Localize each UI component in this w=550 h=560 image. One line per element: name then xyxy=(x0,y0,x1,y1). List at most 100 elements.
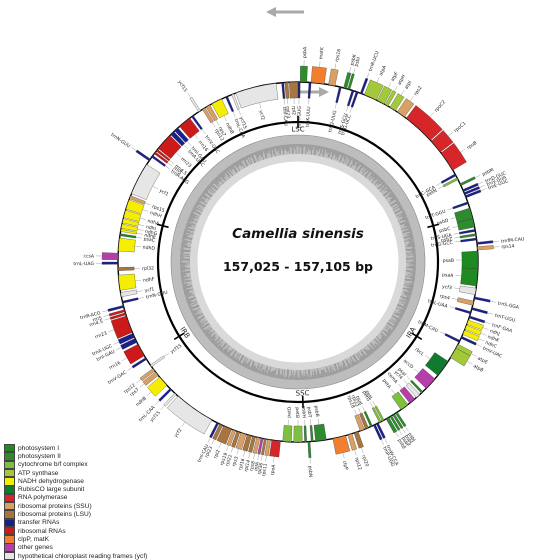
gene-leader-line xyxy=(147,392,151,396)
gene-rps14 xyxy=(477,245,493,250)
gene-trnI-CAU xyxy=(282,83,285,99)
gene-leader-line xyxy=(405,426,408,431)
legend-label: ribosomal RNAs xyxy=(18,528,66,535)
legend-item: other genes xyxy=(4,544,174,552)
gene-label: ycf3 xyxy=(442,284,453,292)
gene-leader-line xyxy=(187,141,191,145)
legend-label: hypothetical chloroplast reading frames … xyxy=(18,553,147,560)
gene-leader-line xyxy=(253,453,254,459)
legend-item: transfer RNAs xyxy=(4,519,174,527)
gene-trnfM-CAU xyxy=(477,241,493,245)
gene-leader-line xyxy=(471,354,476,357)
gene-leader-line xyxy=(490,301,496,302)
gene-trnT-GGU xyxy=(453,202,469,209)
gene-psaC xyxy=(120,234,136,238)
legend-label: photosystem I xyxy=(18,445,59,452)
gene-leader-line xyxy=(394,86,397,91)
gene-leader-line xyxy=(219,442,221,448)
gene-leader-line xyxy=(335,103,336,109)
gene-label: trnV-GAC xyxy=(107,370,128,386)
gene-leader-line xyxy=(483,328,489,330)
gene-leader-line xyxy=(114,342,119,344)
gene-leader-line xyxy=(105,318,111,320)
gene-label: trnQ-UUG xyxy=(327,109,338,132)
gene-leader-line xyxy=(454,237,460,238)
legend-item: ATP synthase xyxy=(4,469,174,477)
gene-leader-line xyxy=(478,339,484,341)
gene-rps4 xyxy=(457,298,474,306)
gene-label: rpoA xyxy=(270,463,277,475)
legend-item: hypothetical chloroplast reading frames … xyxy=(4,552,174,560)
gene-label: trnN-GUU xyxy=(110,132,132,149)
gene-rpl32 xyxy=(118,267,134,271)
gene-leader-line xyxy=(104,315,110,317)
gene-petD xyxy=(283,425,292,441)
legend-item: NADH dehydrogenase xyxy=(4,477,174,485)
gene-ycf1 xyxy=(131,165,160,200)
gene-leader-line xyxy=(454,233,460,234)
legend-swatch xyxy=(4,452,15,461)
gene-label: ndhF xyxy=(143,276,155,283)
gene-leader-line xyxy=(212,439,215,444)
gene-leader-line xyxy=(407,376,411,380)
gene-label: rpoC1 xyxy=(453,120,467,133)
gene-leader-line xyxy=(138,224,144,225)
gene-leader-line xyxy=(145,203,151,205)
gene-leader-line xyxy=(354,450,356,456)
gene-ccsA xyxy=(102,252,118,259)
gene-leader-line xyxy=(440,332,445,335)
legend-label: other genes xyxy=(18,544,53,551)
gene-leader-line xyxy=(116,347,121,350)
gene-label: rps4 xyxy=(439,293,450,301)
gene-leader-line xyxy=(208,437,211,442)
gene-psbA xyxy=(300,66,307,82)
gene-leader-line xyxy=(143,210,149,212)
gene-leader-line xyxy=(455,275,461,276)
gene-leader-line xyxy=(216,120,219,125)
gene-label: rpl32 xyxy=(142,265,154,271)
gene-trnS-GGA xyxy=(474,297,490,302)
legend-swatch xyxy=(4,543,15,552)
legend-label: RNA polymerase xyxy=(18,494,67,501)
legend-item: ribosomal proteins (LSU) xyxy=(4,510,174,518)
gene-trnS-UGA xyxy=(459,229,475,234)
gene-leader-line xyxy=(395,432,398,437)
gene-leader-line xyxy=(226,445,228,451)
gene-psaA xyxy=(461,268,478,286)
gene-label: petD xyxy=(286,406,293,418)
gene-leader-line xyxy=(481,333,487,335)
gene-leader-line xyxy=(358,408,360,414)
gene-label: rpoC2 xyxy=(433,99,447,113)
gene-leader-line xyxy=(475,175,480,178)
gene-label: ccsA xyxy=(83,253,95,259)
gene-label: trnL-UAG xyxy=(73,261,94,267)
gene-leader-line xyxy=(164,353,169,356)
legend-item: ribosomal proteins (SSU) xyxy=(4,502,174,510)
gene-leader-line xyxy=(258,454,259,460)
gene-label: accD xyxy=(402,358,415,370)
gene-leader-line xyxy=(140,218,146,220)
legend-label: RubisCO large subunit xyxy=(18,486,84,493)
gene-trnN-GUU xyxy=(136,150,150,161)
gene-label: atpB xyxy=(472,363,484,374)
legend-item: photosystem I xyxy=(4,444,174,452)
gene-rbcL xyxy=(425,352,448,375)
gene-leader-line xyxy=(346,106,348,112)
gene-ycf3 xyxy=(459,286,476,295)
gene-rps16 xyxy=(329,69,339,86)
gene-label: atpA xyxy=(378,64,388,77)
gene-leader-line xyxy=(373,401,376,406)
gene-label: rpl2 xyxy=(213,449,222,460)
gene-leader-line xyxy=(181,422,184,427)
gene-label: atpI xyxy=(403,80,413,91)
gene-label: ycf2 xyxy=(258,110,266,121)
gene-leader-line xyxy=(349,67,351,73)
gene-leader-line xyxy=(122,358,127,361)
gene-leader-line xyxy=(261,455,262,461)
gene-label: atpE xyxy=(476,356,488,366)
gene-label: rrn23 xyxy=(94,330,108,340)
legend-swatch xyxy=(4,527,15,536)
gene-ycf1 xyxy=(121,290,137,297)
gene-leader-line xyxy=(481,189,487,191)
gene-leader-line xyxy=(361,448,363,454)
